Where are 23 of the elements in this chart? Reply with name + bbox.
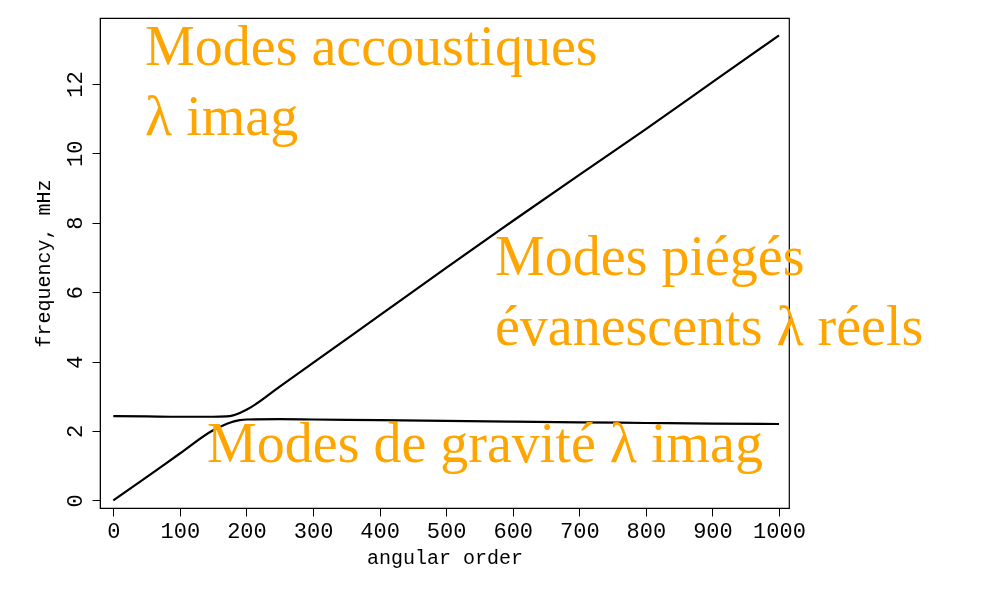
x-tick-label: 700 bbox=[560, 519, 600, 545]
x-tick-label: 0 bbox=[107, 519, 121, 545]
annotation: Modes accoustiques λ imag bbox=[145, 15, 598, 147]
y-tick-label: 8 bbox=[63, 216, 89, 230]
y-axis-title: frequency, mHz bbox=[32, 179, 56, 348]
x-tick-label: 400 bbox=[360, 519, 400, 545]
annotation: Modes de gravité λ imag bbox=[207, 412, 763, 474]
x-tick-label: 300 bbox=[293, 519, 334, 545]
x-axis-title: angular order bbox=[366, 546, 524, 570]
y-tick-label: 12 bbox=[63, 71, 89, 98]
y-tick-label: 2 bbox=[63, 424, 89, 439]
y-tick-label: 0 bbox=[63, 494, 89, 508]
x-tick-label: 1000 bbox=[753, 519, 806, 545]
x-tick-label: 800 bbox=[626, 519, 667, 545]
y-tick-label: 6 bbox=[63, 286, 89, 300]
y-tick-label: 4 bbox=[63, 355, 89, 369]
x-tick-label: 500 bbox=[426, 519, 467, 545]
y-tick-label: 10 bbox=[63, 140, 89, 168]
x-tick-label: 900 bbox=[693, 519, 733, 545]
x-tick-label: 600 bbox=[493, 519, 534, 545]
x-tick-label: 100 bbox=[160, 519, 201, 545]
line-series bbox=[112, 418, 781, 502]
x-tick-label: 200 bbox=[227, 519, 267, 545]
